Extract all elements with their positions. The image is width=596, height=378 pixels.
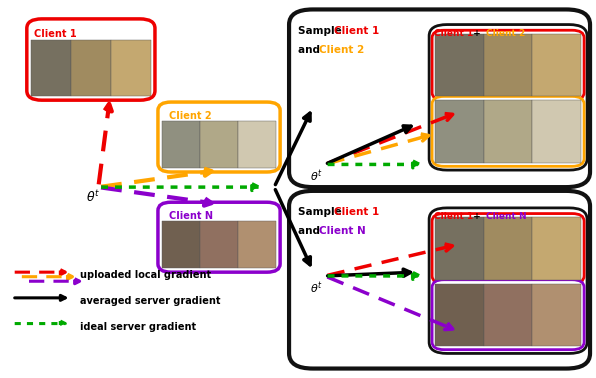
Text: Client 1: Client 1 xyxy=(434,212,473,221)
Text: Sample: Sample xyxy=(298,26,345,36)
Text: Client 1: Client 1 xyxy=(434,29,473,38)
Text: Client N: Client N xyxy=(319,226,365,236)
FancyBboxPatch shape xyxy=(289,191,590,369)
Text: uploaded local gradient: uploaded local gradient xyxy=(80,270,212,280)
Text: and: and xyxy=(298,45,324,55)
FancyBboxPatch shape xyxy=(158,202,280,272)
Text: Client 1: Client 1 xyxy=(334,26,379,36)
Text: Client N: Client N xyxy=(169,211,213,221)
Bar xyxy=(71,40,111,96)
Bar xyxy=(435,284,484,346)
FancyBboxPatch shape xyxy=(432,30,584,100)
Text: Client 1: Client 1 xyxy=(34,29,77,39)
Bar xyxy=(162,121,200,168)
Text: Client 1: Client 1 xyxy=(334,208,379,217)
Bar xyxy=(200,221,238,268)
Bar xyxy=(111,40,151,96)
Bar xyxy=(484,284,532,346)
FancyBboxPatch shape xyxy=(27,19,155,100)
Text: Client N: Client N xyxy=(486,212,526,221)
Bar xyxy=(532,217,581,280)
Text: averaged server gradient: averaged server gradient xyxy=(80,296,221,306)
FancyBboxPatch shape xyxy=(289,9,590,187)
Text: Client 2: Client 2 xyxy=(169,111,212,121)
FancyBboxPatch shape xyxy=(432,280,584,350)
FancyBboxPatch shape xyxy=(432,214,584,284)
Text: $\theta^t$: $\theta^t$ xyxy=(86,190,101,205)
Bar xyxy=(484,100,532,163)
Text: +: + xyxy=(470,29,483,38)
Text: ideal server gradient: ideal server gradient xyxy=(80,322,197,332)
Bar xyxy=(238,121,276,168)
Text: Sample: Sample xyxy=(298,208,345,217)
Text: $\theta^t$: $\theta^t$ xyxy=(310,280,323,296)
Bar xyxy=(532,100,581,163)
Text: and: and xyxy=(298,226,324,236)
Bar xyxy=(532,34,581,96)
Bar xyxy=(532,284,581,346)
FancyBboxPatch shape xyxy=(158,102,280,172)
FancyBboxPatch shape xyxy=(429,208,587,353)
Bar xyxy=(200,121,238,168)
Bar xyxy=(484,217,532,280)
Text: Client 2: Client 2 xyxy=(319,45,364,55)
Bar xyxy=(435,100,484,163)
Text: $\theta^t$: $\theta^t$ xyxy=(310,169,323,184)
Text: Client 2: Client 2 xyxy=(486,29,525,38)
Bar xyxy=(484,34,532,96)
Bar xyxy=(435,34,484,96)
Bar xyxy=(435,217,484,280)
FancyBboxPatch shape xyxy=(429,25,587,170)
Bar xyxy=(31,40,71,96)
Bar xyxy=(238,221,276,268)
Text: +: + xyxy=(470,212,483,221)
FancyBboxPatch shape xyxy=(432,96,584,166)
Bar xyxy=(162,221,200,268)
